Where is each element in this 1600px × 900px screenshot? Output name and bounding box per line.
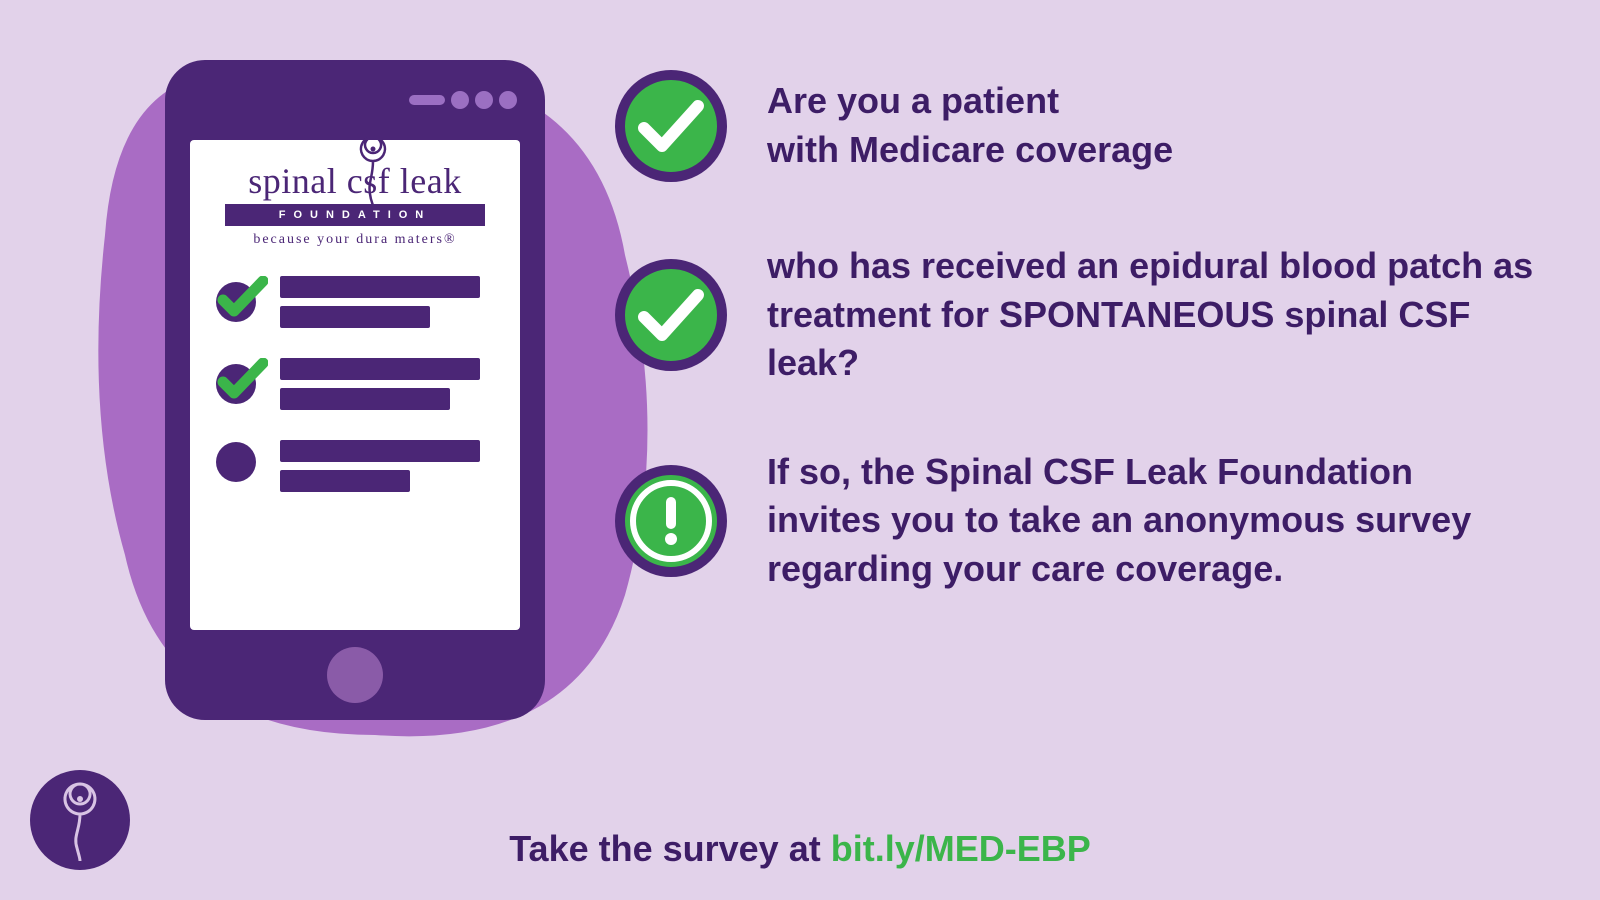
swirl-icon xyxy=(348,132,398,207)
swirl-icon xyxy=(53,778,108,863)
logo-foundation-bar: FOUNDATION xyxy=(225,204,485,226)
info-item-text: If so, the Spinal CSF Leak Foundation in… xyxy=(767,448,1535,594)
phone-screen: spinal csf leak FOUNDATION because your … xyxy=(190,140,520,630)
checkbox-checked-icon xyxy=(214,276,258,320)
logo-tagline: because your dura maters® xyxy=(253,232,456,248)
cta-link[interactable]: bit.ly/MED-EBP xyxy=(831,828,1091,869)
logo-foundation-text: FOUNDATION xyxy=(279,209,432,221)
org-logo: spinal csf leak FOUNDATION because your … xyxy=(214,160,496,248)
check-badge-icon xyxy=(615,259,727,371)
placeholder-bar xyxy=(280,306,430,328)
home-button-icon xyxy=(327,647,383,703)
checklist-bars xyxy=(280,276,496,328)
placeholder-bar xyxy=(280,440,480,462)
corner-org-mark xyxy=(30,770,130,870)
phone-camera-dot xyxy=(451,91,469,109)
phone-checklist xyxy=(214,276,496,492)
info-item: If so, the Spinal CSF Leak Foundation in… xyxy=(615,448,1535,594)
bullet-items: Are you a patientwith Medicare coverage w… xyxy=(615,70,1535,594)
info-item: who has received an epidural blood patch… xyxy=(615,242,1535,388)
placeholder-bar xyxy=(280,276,480,298)
phone-camera-dot xyxy=(475,91,493,109)
checklist-row xyxy=(214,358,496,410)
checklist-bars xyxy=(280,440,496,492)
phone-illustration: spinal csf leak FOUNDATION because your … xyxy=(165,60,545,720)
check-badge-icon xyxy=(615,70,727,182)
exclaim-badge-icon xyxy=(615,465,727,577)
cta-line: Take the survey at bit.ly/MED-EBP xyxy=(0,828,1600,870)
checkbox-unchecked-icon xyxy=(214,440,258,484)
checklist-bars xyxy=(280,358,496,410)
cta-prefix: Take the survey at xyxy=(509,828,831,869)
checkbox-checked-icon xyxy=(214,358,258,402)
placeholder-bar xyxy=(280,388,450,410)
phone-camera-dot xyxy=(499,91,517,109)
phone-speaker xyxy=(409,95,445,105)
logo-name: spinal csf leak xyxy=(248,160,461,202)
placeholder-bar xyxy=(280,470,410,492)
checklist-row xyxy=(214,276,496,328)
checklist-row xyxy=(214,440,496,492)
phone-top-bar xyxy=(165,60,545,140)
info-item: Are you a patientwith Medicare coverage xyxy=(615,70,1535,182)
infographic-canvas: spinal csf leak FOUNDATION because your … xyxy=(0,0,1600,900)
info-item-text: Are you a patientwith Medicare coverage xyxy=(767,77,1173,174)
info-item-text: who has received an epidural blood patch… xyxy=(767,242,1535,388)
placeholder-bar xyxy=(280,358,480,380)
phone-home-area xyxy=(165,630,545,720)
